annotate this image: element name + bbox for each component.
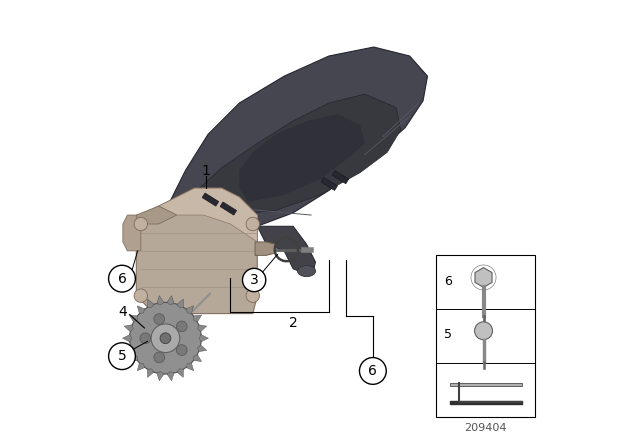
Circle shape xyxy=(246,217,260,231)
Polygon shape xyxy=(157,371,164,381)
Polygon shape xyxy=(257,226,316,273)
Polygon shape xyxy=(167,371,174,381)
Circle shape xyxy=(134,289,148,302)
Circle shape xyxy=(360,358,387,384)
Polygon shape xyxy=(168,47,428,228)
Polygon shape xyxy=(124,345,133,352)
Circle shape xyxy=(109,343,136,370)
Polygon shape xyxy=(450,383,522,386)
Polygon shape xyxy=(193,315,202,322)
Circle shape xyxy=(154,352,164,363)
Polygon shape xyxy=(137,306,145,314)
Polygon shape xyxy=(198,345,207,352)
Text: 3: 3 xyxy=(250,273,259,287)
Polygon shape xyxy=(147,369,154,377)
Circle shape xyxy=(129,302,201,374)
Polygon shape xyxy=(255,242,275,255)
Text: 2: 2 xyxy=(289,316,298,331)
Polygon shape xyxy=(177,299,184,308)
Polygon shape xyxy=(123,215,141,251)
Polygon shape xyxy=(124,325,133,332)
Circle shape xyxy=(243,268,266,292)
Bar xyxy=(202,193,219,206)
Text: 6: 6 xyxy=(369,364,378,378)
Circle shape xyxy=(134,217,148,231)
Polygon shape xyxy=(186,363,194,371)
Text: 6: 6 xyxy=(118,271,127,286)
Polygon shape xyxy=(195,94,401,215)
Text: 5: 5 xyxy=(444,328,452,341)
Polygon shape xyxy=(198,325,207,332)
Bar xyxy=(332,171,349,184)
Polygon shape xyxy=(137,363,145,371)
Circle shape xyxy=(140,333,150,344)
Polygon shape xyxy=(186,306,194,314)
Polygon shape xyxy=(193,354,202,362)
Polygon shape xyxy=(239,114,365,202)
Text: 6: 6 xyxy=(444,276,452,289)
Polygon shape xyxy=(129,315,138,322)
Polygon shape xyxy=(147,299,154,308)
Polygon shape xyxy=(136,188,257,314)
Polygon shape xyxy=(167,296,174,305)
Polygon shape xyxy=(199,335,209,342)
Polygon shape xyxy=(177,369,184,377)
Text: 5: 5 xyxy=(118,349,126,363)
Circle shape xyxy=(177,321,187,332)
Text: 1: 1 xyxy=(202,164,210,178)
Circle shape xyxy=(109,265,136,292)
Circle shape xyxy=(475,322,493,340)
Bar xyxy=(321,177,337,190)
Polygon shape xyxy=(136,206,177,224)
Circle shape xyxy=(151,324,180,353)
Circle shape xyxy=(154,314,164,324)
Circle shape xyxy=(160,333,171,344)
Text: 209404: 209404 xyxy=(465,423,507,433)
Text: 4: 4 xyxy=(118,305,127,319)
FancyBboxPatch shape xyxy=(436,255,535,417)
Circle shape xyxy=(246,289,260,302)
Circle shape xyxy=(177,345,187,355)
Bar xyxy=(220,202,237,215)
Polygon shape xyxy=(122,335,132,342)
Polygon shape xyxy=(157,296,164,305)
Ellipse shape xyxy=(298,265,316,276)
Polygon shape xyxy=(159,188,257,242)
Polygon shape xyxy=(129,354,138,362)
